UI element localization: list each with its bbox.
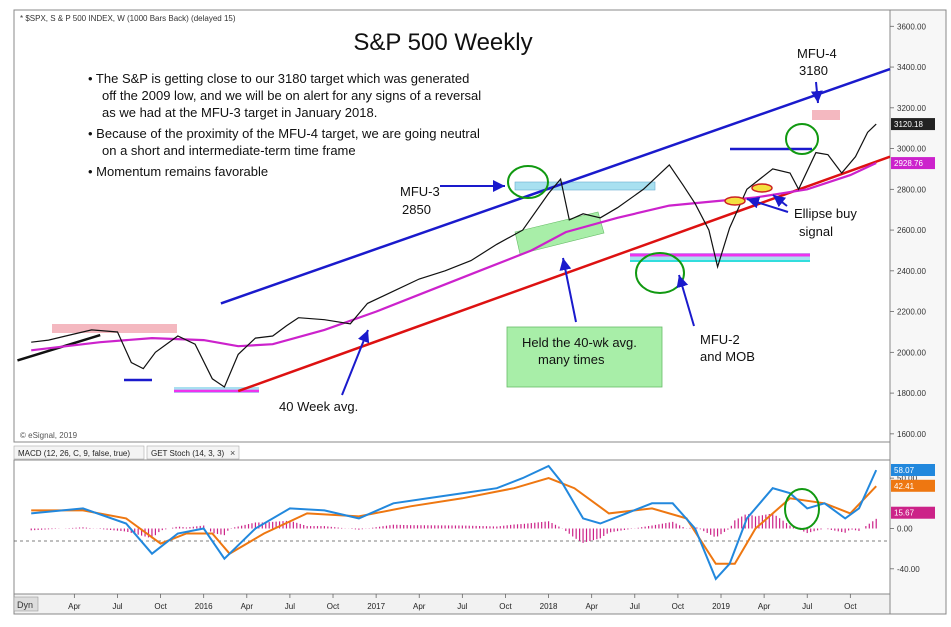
chart-title: S&P 500 Weekly [353, 29, 532, 56]
top-circle [785, 123, 819, 155]
macd-value-tag [891, 479, 935, 492]
dyn-button[interactable] [13, 596, 39, 612]
tab-close-icon[interactable]: × [230, 448, 235, 458]
time-tick-label: 2016 [195, 602, 213, 611]
bullet-2-line-2: on a short and intermediate-term time fr… [102, 143, 356, 158]
macd-line [31, 464, 878, 581]
mfu4-target-box [812, 110, 840, 120]
tab-macd[interactable] [13, 445, 145, 460]
macd-value-text: 58.07 [894, 466, 915, 475]
avg40-label: 40 Week avg. [279, 399, 358, 414]
time-tick-label: Apr [758, 602, 771, 611]
price-tick-label: 3600.00 [897, 22, 926, 31]
avg40-arrow [341, 329, 370, 396]
price-panel[interactable] [13, 9, 891, 443]
price-tick-label: 3000.00 [897, 145, 926, 154]
macd-value-text: 15.67 [894, 509, 915, 518]
time-tick-label: Oct [499, 602, 512, 611]
ellipse-sub: signal [799, 224, 833, 239]
bullet-1-line-1: • The S&P is getting close to our 3180 t… [88, 71, 469, 86]
tab-macd-label: MACD (12, 26, C, 9, false, true) [18, 449, 130, 458]
time-tick-label: 2017 [367, 602, 385, 611]
mfu3-target-box [514, 181, 656, 191]
ellipse-signal-2 [751, 183, 773, 193]
time-tick-label: Jul [630, 602, 640, 611]
time-tick-label: 2019 [712, 602, 730, 611]
mfu3-value: 2850 [402, 202, 431, 217]
price-tick-label: 2600.00 [897, 226, 926, 235]
mfu2-label: MFU-2 [700, 332, 740, 347]
esignal-watermark: © eSignal, 2019 [20, 431, 78, 440]
price-tick-label: 1600.00 [897, 430, 926, 439]
time-tick-label: Apr [585, 602, 598, 611]
left-resistance-box [52, 324, 177, 333]
ellipse-arrow-1 [746, 196, 789, 213]
held-callout [506, 326, 663, 388]
macd-tick-label: 0.00 [897, 525, 913, 534]
symbol-line: * $SPX, S & P 500 INDEX, W (1000 Bars Ba… [20, 14, 236, 23]
price-value-text: 2928.76 [894, 159, 923, 168]
dyn-label: Dyn [17, 600, 33, 610]
time-tick-label: Jul [457, 602, 467, 611]
mfu4-value: 3180 [799, 63, 828, 78]
price-series-line [31, 123, 877, 388]
upper-channel-line [220, 67, 891, 305]
time-tick-label: Jul [802, 602, 812, 611]
price-tick-label: 2000.00 [897, 348, 926, 357]
price-value-text: 3120.18 [894, 120, 923, 129]
mfu4-label: MFU-4 [797, 46, 837, 61]
commentary: • The S&P is getting close to our 3180 t… [88, 71, 481, 179]
macd-circle [784, 488, 820, 530]
ellipse-arrow-2 [772, 194, 788, 208]
price-tick-label: 2400.00 [897, 267, 926, 276]
mfu3-circle [507, 165, 549, 199]
macd-value-tag [891, 464, 935, 477]
price-tick-label: 3200.00 [897, 104, 926, 113]
macd-value-tag [891, 506, 935, 519]
price-tick-label: 2800.00 [897, 185, 926, 194]
price-tick-label: 1800.00 [897, 389, 926, 398]
macd-tick-label: 50.00 [897, 474, 918, 483]
time-tick-label: Apr [241, 602, 254, 611]
macd-value-text: 42.41 [894, 482, 915, 491]
price-value-tag [891, 118, 935, 131]
time-tick-label: Jul [112, 602, 122, 611]
held-arrow [559, 257, 577, 323]
held-label: Held the 40-wk avg. [522, 335, 637, 350]
price-tick-label: 2200.00 [897, 308, 926, 317]
time-tick-label: Jul [285, 602, 295, 611]
bullet-1-line-2: off the 2009 low, and we will be on aler… [102, 88, 481, 103]
time-tick-label: 2018 [540, 602, 558, 611]
mfu2-zone-box [630, 253, 810, 261]
time-tick-label: Oct [672, 602, 685, 611]
held-sub: many times [538, 352, 605, 367]
mfu2-circle [635, 252, 685, 294]
signal-line [31, 477, 877, 565]
time-tick-label: Apr [68, 602, 81, 611]
tab-stoch-label: GET Stoch (14, 3, 3) [151, 449, 225, 458]
macd-tick-label: -40.00 [897, 565, 920, 574]
ellipse-label: Ellipse buy [794, 206, 857, 221]
mfu2-arrow [676, 274, 695, 327]
time-tick-label: Oct [154, 602, 167, 611]
held-avg-box [514, 211, 605, 255]
ellipse-signal-1 [724, 196, 746, 206]
bullet-1-line-3: as we had at the MFU-3 target in January… [102, 105, 377, 120]
time-tick-label: Oct [327, 602, 340, 611]
mfu2-sub: and MOB [700, 349, 755, 364]
time-tick-label: Apr [413, 602, 426, 611]
tab-stoch[interactable] [146, 445, 240, 460]
mfu3-label: MFU-3 [400, 184, 440, 199]
bullet-3-line-1: • Momentum remains favorable [88, 164, 268, 179]
price-tick-label: 3400.00 [897, 63, 926, 72]
time-tick-label: Oct [844, 602, 857, 611]
price-value-tag [891, 157, 935, 170]
mfu4-arrow [810, 81, 823, 104]
bullet-2-line-1: • Because of the proximity of the MFU-4 … [88, 126, 480, 141]
